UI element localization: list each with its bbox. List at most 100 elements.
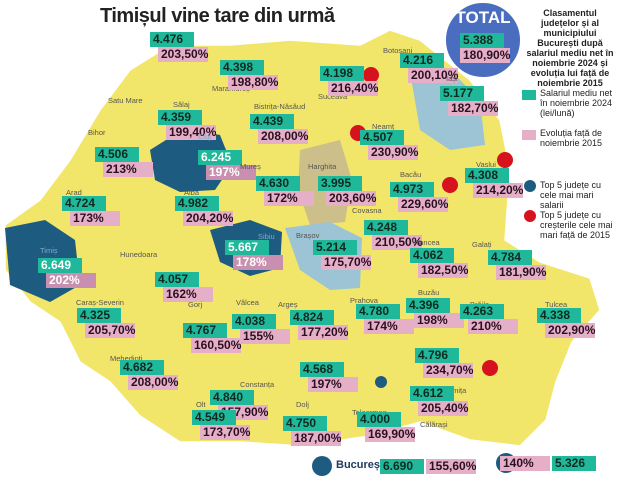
county-salary: 4.308 xyxy=(465,168,509,183)
legend-bucharest xyxy=(312,456,332,476)
county-growth: 204,20% xyxy=(183,211,233,226)
county-name: Prahova xyxy=(350,296,378,305)
county-growth: 173,70% xyxy=(200,425,250,440)
county-name: Mureș xyxy=(240,162,261,171)
county-growth: 169,90% xyxy=(365,427,415,442)
legend-growth: Evoluția față de noiembrie 2015 xyxy=(540,128,603,148)
county-name: Călărași xyxy=(420,420,448,429)
county-growth: 182,50% xyxy=(418,263,468,278)
county-salary: 6.245 xyxy=(198,150,242,165)
county-name: Harghita xyxy=(308,162,337,171)
city-name: București xyxy=(336,459,387,471)
total-label: TOTAL xyxy=(455,8,511,27)
county-growth: 210% xyxy=(468,319,518,334)
county-name: Iași xyxy=(446,74,458,83)
county-salary: 4.198 xyxy=(320,66,364,81)
county-salary: 4.750 xyxy=(283,416,327,431)
county-name: Neamț xyxy=(372,122,395,131)
county-salary: 5.214 xyxy=(313,240,357,255)
county-salary: 4.325 xyxy=(77,308,121,323)
marker xyxy=(482,360,498,376)
county-salary: 4.784 xyxy=(488,250,532,265)
county-salary: 5.177 xyxy=(440,86,484,101)
county-salary: 4.359 xyxy=(158,110,202,125)
city-growth: 155,60% xyxy=(426,459,476,474)
county-salary: 4.612 xyxy=(410,386,454,401)
county-name: Timiș xyxy=(40,246,58,255)
county-salary: 4.057 xyxy=(155,272,199,287)
county-name: Bihor xyxy=(88,128,106,137)
county-salary: 4.248 xyxy=(364,220,408,235)
county-growth: 199,40% xyxy=(166,125,216,140)
county-name: Argeș xyxy=(278,300,298,309)
county-salary: 4.338 xyxy=(537,308,581,323)
county-growth: 174% xyxy=(364,319,414,334)
county-name: Caraș-Severin xyxy=(76,298,124,307)
swatch-top-salary xyxy=(524,180,536,192)
county-salary: 4.000 xyxy=(357,412,401,427)
legend-top-growth: Top 5 județe cu creșterile cele mai mari… xyxy=(540,210,613,240)
county-name: Alba xyxy=(184,188,200,197)
total-salary: 5.388 xyxy=(460,33,504,48)
county-salary: 4.507 xyxy=(360,130,404,145)
county-growth: 173% xyxy=(70,211,120,226)
county-name: Olt xyxy=(196,400,206,409)
marker xyxy=(497,152,513,168)
county-growth: 205,70% xyxy=(85,323,135,338)
county-growth: 229,60% xyxy=(398,197,448,212)
county-salary: 4.973 xyxy=(390,182,434,197)
bucharest-marker xyxy=(375,376,387,388)
county-growth: 216,40% xyxy=(328,81,378,96)
county-name: Brașov xyxy=(296,231,320,240)
county-name: Vâlcea xyxy=(236,298,259,307)
county-growth: 208,00% xyxy=(128,375,178,390)
county-name: Suceava xyxy=(318,92,348,101)
county-salary: 4.216 xyxy=(400,53,444,68)
swatch-growth xyxy=(522,130,536,140)
city-salary: 5.326 xyxy=(552,456,596,471)
county-name: Covasna xyxy=(352,206,382,215)
county-name: Buzău xyxy=(418,288,440,297)
county-growth: 230,90% xyxy=(368,145,418,160)
county-name: Botoșani xyxy=(383,46,413,55)
marker xyxy=(442,177,458,193)
county-name: Cluj xyxy=(198,132,211,141)
county-growth: 234,70% xyxy=(423,363,473,378)
city-growth: 140% xyxy=(500,456,550,471)
county-salary: 4.724 xyxy=(62,196,106,211)
county-growth: 202% xyxy=(46,273,96,288)
county-growth: 203,50% xyxy=(158,47,208,62)
legend-top-salary: Top 5 județe cu cele mai mari salarii xyxy=(540,180,602,210)
county-name: Vaslui xyxy=(476,160,496,169)
county-growth: 205,40% xyxy=(418,401,468,416)
county-salary: 3.995 xyxy=(318,176,362,191)
county-growth: 155% xyxy=(240,329,290,344)
county-name: Satu Mare xyxy=(108,96,143,105)
county-salary: 4.439 xyxy=(250,114,294,129)
county-growth: 182,70% xyxy=(448,101,498,116)
county-name: Sibiu xyxy=(258,232,275,241)
county-salary: 4.506 xyxy=(95,147,139,162)
county-growth: 203,60% xyxy=(326,191,376,206)
county-name: Constanța xyxy=(240,380,275,389)
legend-salary: Salariul mediu net în noiembrie 2024 (le… xyxy=(540,88,613,118)
county-salary: 4.263 xyxy=(460,304,504,319)
legend-heading: Clasamentul județelor și al municipiului… xyxy=(526,8,614,88)
county-name: Vrancea xyxy=(412,238,440,247)
county-growth: 208,00% xyxy=(258,129,308,144)
county-name: Bistrița-Năsăud xyxy=(254,102,306,111)
county-salary: 4.840 xyxy=(210,390,254,405)
county-salary: 4.549 xyxy=(192,410,236,425)
county-growth: 172% xyxy=(264,191,314,206)
county-salary: 4.630 xyxy=(256,176,300,191)
county-name: Galați xyxy=(472,240,492,249)
county-growth: 178% xyxy=(233,255,283,270)
county-salary: 4.682 xyxy=(120,360,164,375)
county-salary: 4.038 xyxy=(232,314,276,329)
county-salary: 4.396 xyxy=(406,298,450,313)
county-name: Hunedoara xyxy=(120,250,158,259)
swatch-top-growth xyxy=(524,210,536,222)
city-salary: 6.690 xyxy=(380,459,424,474)
county-name: Arad xyxy=(66,188,82,197)
